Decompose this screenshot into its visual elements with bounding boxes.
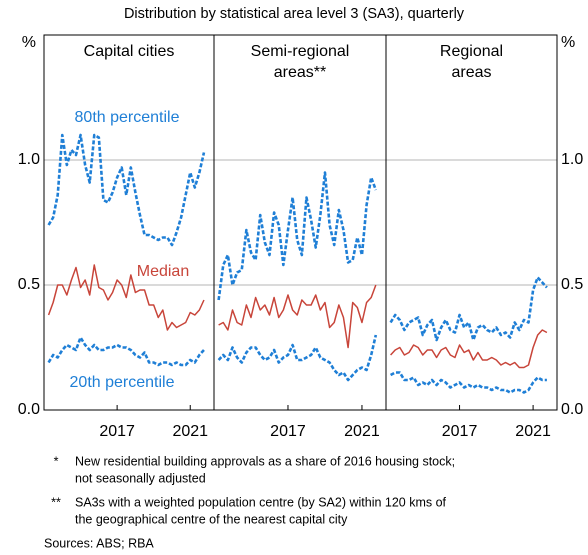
series-line — [47, 264, 205, 331]
note-text: not seasonally adjusted — [75, 471, 206, 485]
note-marker: ** — [51, 495, 61, 509]
series-line — [390, 329, 548, 369]
series-line — [389, 371, 547, 394]
sources: Sources: ABS; RBA — [44, 536, 154, 550]
x-tick-label: 2017 — [442, 423, 478, 440]
series-label: 20th percentile — [70, 374, 175, 391]
y-unit: % — [561, 34, 575, 51]
plot-frame — [43, 34, 558, 411]
series-line — [217, 334, 378, 382]
x-tick-label: 2017 — [99, 423, 135, 440]
series-line — [218, 284, 377, 349]
y-tick-label: 0.5 — [561, 276, 583, 293]
x-tick-label: 2021 — [172, 423, 208, 440]
x-tick-label: 2017 — [270, 423, 306, 440]
y-tick-label: 0.0 — [561, 401, 583, 418]
series-label: Median — [137, 263, 189, 280]
panel-title: Capital cities — [84, 43, 175, 60]
y-tick-label: 1.0 — [561, 151, 583, 168]
panel-title: areas — [451, 64, 491, 81]
chart-subtitle: Distribution by statistical area level 3… — [124, 6, 465, 22]
series-line — [217, 171, 378, 301]
note-text: SA3s with a weighted population centre (… — [75, 495, 447, 509]
series-line — [47, 336, 205, 367]
series-line — [47, 133, 206, 247]
y-unit: % — [22, 34, 36, 51]
x-tick-label: 2021 — [515, 423, 551, 440]
x-tick-label: 2021 — [344, 423, 380, 440]
note-text: New residential building approvals as a … — [75, 454, 455, 468]
note-marker: * — [54, 454, 59, 468]
panel-title: areas** — [274, 64, 326, 81]
y-tick-label: 0.0 — [18, 401, 40, 418]
panel-title: Regional — [440, 43, 503, 60]
series-label: 80th percentile — [75, 109, 180, 126]
panel-title: Semi-regional — [251, 43, 350, 60]
note-text: the geographical centre of the nearest c… — [75, 512, 348, 526]
y-tick-label: 1.0 — [18, 151, 40, 168]
series-line — [389, 276, 548, 342]
y-tick-label: 0.5 — [18, 276, 40, 293]
